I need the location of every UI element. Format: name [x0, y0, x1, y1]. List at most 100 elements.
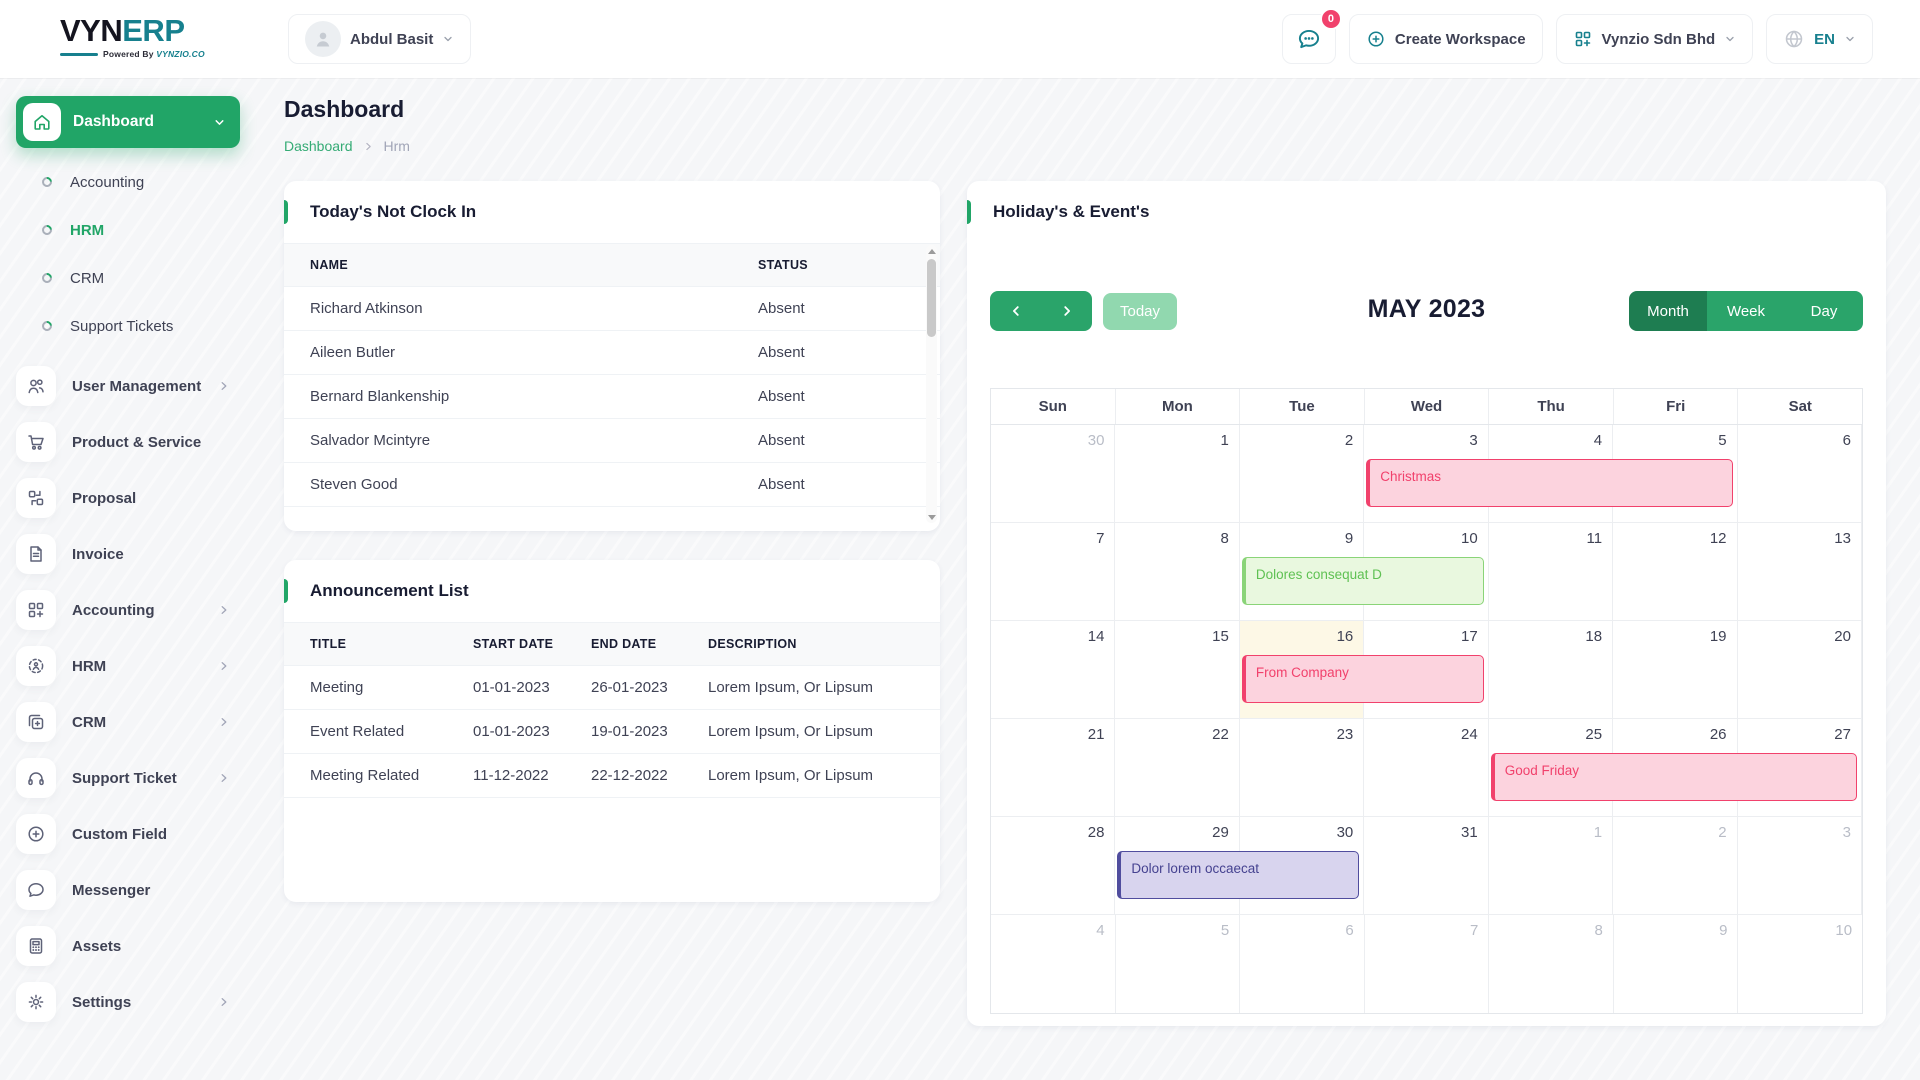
calendar-day-cell[interactable]: 18	[1489, 621, 1614, 718]
day-number: 17	[1461, 628, 1478, 645]
calendar-grid: Sun Mon Tue Wed Thu Fri Sat 30 1 2 3 4 5 6 Christmas 7…	[990, 388, 1863, 1014]
calendar-day-cell[interactable]: 30	[991, 425, 1116, 522]
calendar-day-cell[interactable]: 20	[1738, 621, 1862, 718]
prev-month-button[interactable]	[990, 291, 1041, 331]
calendar-day-cell[interactable]: 31	[1364, 817, 1489, 914]
calendar-day-cell[interactable]: 22	[1115, 719, 1240, 816]
day-header-sat: Sat	[1788, 398, 1812, 415]
day-number: 30	[1087, 432, 1105, 449]
calendar-day-cell[interactable]: 6	[1738, 425, 1862, 522]
calendar-day-cell[interactable]: 21	[991, 719, 1116, 816]
calendar-day-cell[interactable]: 14	[991, 621, 1116, 718]
calendar-day-cell[interactable]: 5	[1116, 915, 1241, 1013]
calendar-day-cell[interactable]: 7	[991, 523, 1116, 620]
chat-badge: 0	[1319, 8, 1342, 30]
calendar-day-cell[interactable]: 12	[1613, 523, 1738, 620]
view-month-button[interactable]: Month	[1629, 291, 1707, 331]
scrollbar-down-icon[interactable]	[926, 511, 937, 523]
day-number: 7	[1469, 922, 1479, 939]
calendar-day-cell[interactable]: 24	[1364, 719, 1489, 816]
create-workspace-button[interactable]: Create Workspace	[1348, 14, 1543, 64]
calendar-day-cell[interactable]: 19	[1613, 621, 1738, 718]
chevron-right-icon	[218, 772, 230, 784]
sidebar-item-settings[interactable]: Settings	[16, 974, 240, 1030]
messages-button[interactable]: 0	[1281, 8, 1342, 64]
sidebar-item-crm[interactable]: CRM	[16, 694, 240, 750]
calendar-day-cell[interactable]: 1	[1115, 425, 1240, 522]
calendar-day-cell[interactable]: 27	[1738, 719, 1862, 816]
calendar-day-cell[interactable]: 2	[1240, 425, 1365, 522]
sidebar-item-accounting[interactable]: Accounting	[16, 582, 240, 638]
home-icon	[23, 103, 61, 141]
invoice-icon	[16, 534, 56, 574]
calendar-day-cell[interactable]: 1	[1489, 817, 1614, 914]
breadcrumb-current: Hrm	[383, 138, 410, 154]
calendar-day-cell[interactable]: 5	[1613, 425, 1738, 522]
calendar-event[interactable]: Christmas	[1366, 459, 1733, 507]
view-day-button[interactable]: Day	[1785, 291, 1863, 331]
sidebar-subitem-hrm[interactable]: HRM	[16, 206, 240, 254]
sidebar-item-custom-field[interactable]: Custom Field	[16, 806, 240, 862]
sidebar-item-messenger[interactable]: Messenger	[16, 862, 240, 918]
sidebar-item-assets[interactable]: Assets	[16, 918, 240, 974]
calendar-day-cell[interactable]: 2	[1613, 817, 1738, 914]
scrollbar[interactable]	[926, 245, 937, 523]
calendar-day-cell[interactable]: 17	[1364, 621, 1489, 718]
calendar-day-cell[interactable]: 3	[1738, 817, 1862, 914]
calendar-day-cell[interactable]: 7	[1365, 915, 1490, 1013]
sidebar-item-user-management[interactable]: User Management	[16, 358, 240, 414]
calendar-event[interactable]: Good Friday	[1490, 753, 1857, 801]
sidebar-item-product-service[interactable]: Product & Service	[16, 414, 240, 470]
view-week-button[interactable]: Week	[1707, 291, 1785, 331]
next-month-button[interactable]	[1041, 291, 1092, 331]
calendar-day-cell[interactable]: 13	[1738, 523, 1862, 620]
user-menu[interactable]: Abdul Basit	[288, 14, 472, 64]
scrollbar-thumb[interactable]	[927, 259, 936, 337]
sidebar-subitem-crm[interactable]: CRM	[16, 254, 240, 302]
sidebar-item-invoice[interactable]: Invoice	[16, 526, 240, 582]
calendar-day-cell[interactable]: 15	[1115, 621, 1240, 718]
day-number: 8	[1594, 922, 1603, 939]
sidebar-subitem-support-tickets[interactable]: Support Tickets	[16, 302, 240, 350]
sidebar-item-support-ticket[interactable]: Support Ticket	[16, 750, 240, 806]
app-logo[interactable]: VYNERP Powered By VYNZIO.CO	[60, 15, 210, 59]
plus-circle-icon	[1366, 29, 1386, 49]
calendar-day-cell[interactable]: 8	[1489, 915, 1614, 1013]
calendar-event[interactable]: From Company	[1241, 655, 1484, 703]
language-selector[interactable]: EN	[1766, 14, 1873, 64]
day-number: 11	[1586, 530, 1603, 547]
calendar-day-cell[interactable]: 11	[1489, 523, 1614, 620]
day-number: 3	[1469, 432, 1478, 449]
day-header-tue: Tue	[1240, 389, 1365, 424]
card-accent-bar	[967, 200, 971, 224]
calendar-day-cell[interactable]: 28	[991, 817, 1116, 914]
sidebar-item-proposal[interactable]: Proposal	[16, 470, 240, 526]
calendar-day-cell[interactable]: 23	[1240, 719, 1365, 816]
table-row: Richard Atkinson Absent	[284, 287, 940, 331]
calendar-day-cell[interactable]: 4	[991, 915, 1116, 1013]
table-row: Aileen Butler Absent	[284, 331, 940, 375]
sidebar-item-dashboard[interactable]: Dashboard	[16, 96, 240, 148]
calendar-view-switcher: Month Week Day	[1629, 291, 1863, 331]
not-clockin-card: Today's Not Clock In NAME STATUS Richard …	[284, 181, 940, 531]
calendar-month-title: MAY 2023	[1367, 295, 1486, 323]
logo-text: VYNERP	[60, 13, 185, 48]
scrollbar-up-icon[interactable]	[926, 245, 937, 257]
calendar-day-cell[interactable]: 8	[1115, 523, 1240, 620]
sidebar-subitem-accounting[interactable]: Accounting	[16, 158, 240, 206]
chevron-down-icon	[1724, 33, 1736, 45]
calendar-day-cell[interactable]: 10	[1364, 523, 1489, 620]
breadcrumb-parent[interactable]: Dashboard	[284, 138, 353, 154]
table-row: Meeting Related 11-12-2022 22-12-2022 Lorem…	[284, 754, 940, 798]
today-button[interactable]: Today	[1103, 293, 1177, 330]
calendar-day-cell[interactable]: 10	[1738, 915, 1862, 1013]
calendar-day-cell[interactable]: 30	[1240, 817, 1365, 914]
calendar-day-cell[interactable]: 6	[1240, 915, 1365, 1013]
calendar-day-cell[interactable]: 9	[1614, 915, 1739, 1013]
workspace-selector[interactable]: Vynzio Sdn Bhd	[1555, 14, 1754, 64]
day-number: 16	[1336, 628, 1354, 645]
calendar-event[interactable]: Dolores consequat D	[1241, 557, 1484, 605]
day-number: 4	[1096, 922, 1105, 939]
sidebar-item-hrm[interactable]: HRM	[16, 638, 240, 694]
calendar-event[interactable]: Dolor lorem occaecat	[1117, 851, 1360, 899]
